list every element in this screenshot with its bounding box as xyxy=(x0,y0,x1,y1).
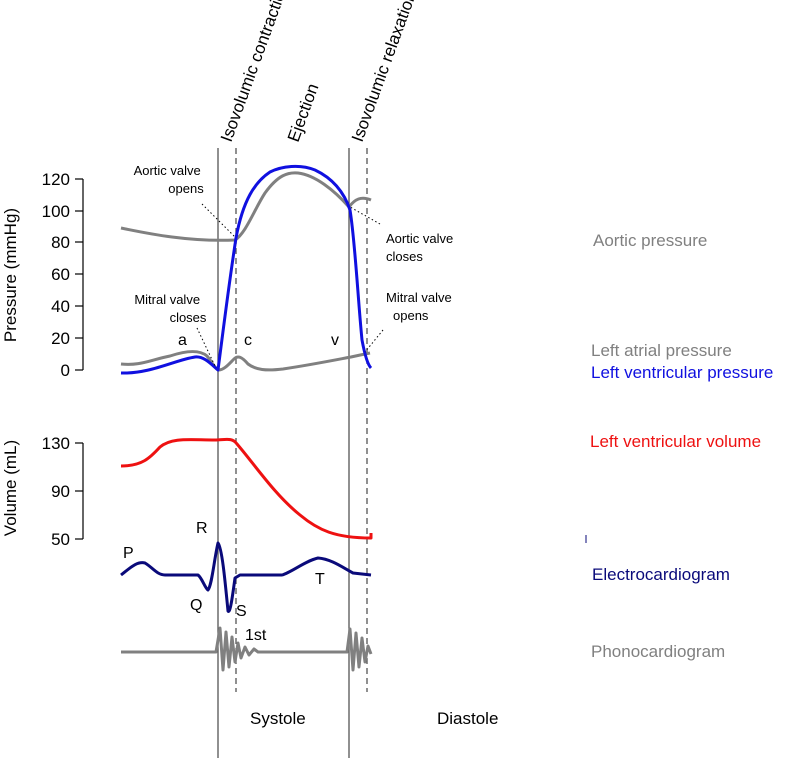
volume-tick-50: 50 xyxy=(51,530,70,549)
pressure-tick-20: 20 xyxy=(51,329,70,348)
ecg-label-Q: Q xyxy=(190,597,202,614)
systole-label: Systole xyxy=(250,709,306,728)
phonocardiogram-curve xyxy=(121,626,373,672)
ecg-label-T: T xyxy=(315,571,325,588)
phono-label-1st: 1st xyxy=(245,627,267,644)
volume-tick-130: 130 xyxy=(42,434,70,453)
left-ventricular-volume-curve xyxy=(120,437,373,540)
aortic-valve-opens-label: Aortic valve opens xyxy=(134,163,205,196)
pressure-tick-100: 100 xyxy=(42,202,70,221)
volume-axis-title: Volume (mL) xyxy=(1,440,20,536)
aortic-valve-closes-label: Aortic valve closes xyxy=(386,231,457,264)
pressure-tick-40: 40 xyxy=(51,297,70,316)
phase-label-isovolumic-relaxation: Isovolumic relaxation xyxy=(348,0,420,144)
phase-label-ejection: Ejection xyxy=(284,81,323,144)
legend-left-ventricular-volume: Left ventricular volume xyxy=(590,432,761,451)
wave-label-v: v xyxy=(331,332,339,349)
ecg-label-S: S xyxy=(236,603,247,620)
legend-electrocardiogram: Electrocardiogram xyxy=(592,565,730,584)
pressure-axis xyxy=(75,178,84,371)
volume-axis xyxy=(75,442,84,540)
left-ventricular-pressure-curve xyxy=(120,164,373,375)
ecg-label-R: R xyxy=(196,520,208,537)
legend-aortic-pressure: Aortic pressure xyxy=(593,231,707,250)
ecg-label-P: P xyxy=(123,545,134,562)
diastole-label: Diastole xyxy=(437,709,498,728)
mitral-valve-opens-label: Mitral valve opens xyxy=(386,290,455,323)
legend-left-ventricular-pressure: Left ventricular pressure xyxy=(591,363,773,382)
pressure-axis-title: Pressure (mmHg) xyxy=(1,208,20,342)
wave-label-a: a xyxy=(178,332,187,349)
wave-label-c: c xyxy=(244,332,252,349)
pressure-tick-0: 0 xyxy=(61,361,70,380)
legend-phonocardiogram: Phonocardiogram xyxy=(591,642,725,661)
phase-label-isovolumic-contraction: Isovolumic contraction xyxy=(217,0,292,144)
left-atrial-pressure-curve xyxy=(120,350,371,372)
mitral-valve-closes-label: Mitral valve closes xyxy=(134,292,207,325)
pressure-tick-80: 80 xyxy=(51,233,70,252)
legend-left-atrial-pressure: Left atrial pressure xyxy=(591,341,732,360)
volume-tick-90: 90 xyxy=(51,482,70,501)
pressure-tick-60: 60 xyxy=(51,265,70,284)
pressure-tick-120: 120 xyxy=(42,170,70,189)
electrocardiogram-curve xyxy=(120,541,372,613)
annotation-leaders xyxy=(196,203,384,369)
